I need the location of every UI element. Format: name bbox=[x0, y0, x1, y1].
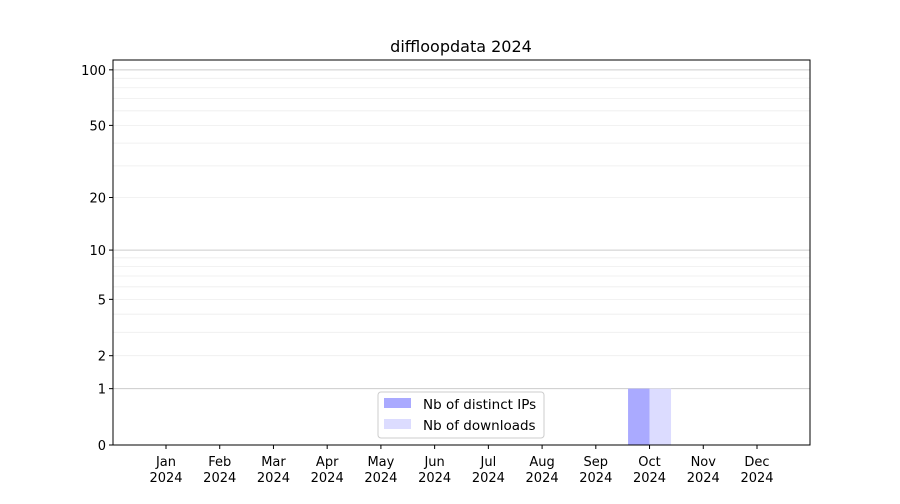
bars bbox=[628, 388, 672, 445]
legend: Nb of distinct IPs Nb of downloads bbox=[377, 391, 545, 439]
x-tick-label-year: 2024 bbox=[203, 471, 236, 486]
y-tick-label: 1 bbox=[98, 383, 106, 398]
bar-downloads bbox=[649, 388, 672, 445]
y-tick-label: 0 bbox=[98, 439, 106, 454]
x-tick-label-year: 2024 bbox=[311, 471, 344, 486]
grid bbox=[113, 69, 810, 390]
legend-box bbox=[377, 391, 545, 439]
x-tick-label-month: Apr bbox=[316, 455, 339, 470]
x-tick-label-month: Mar bbox=[261, 455, 286, 470]
y-tick-label: 2 bbox=[98, 350, 106, 365]
x-tick-label-year: 2024 bbox=[418, 471, 451, 486]
x-tick-label-month: Jun bbox=[423, 455, 444, 470]
x-tick-label-year: 2024 bbox=[472, 471, 505, 486]
y-tick-label: 10 bbox=[89, 244, 106, 259]
x-tick-label-month: Jul bbox=[480, 455, 497, 470]
x-tick-label-month: Nov bbox=[691, 455, 717, 470]
y-axis: 0 1 2 5 10 20 50 100 bbox=[81, 64, 113, 454]
x-tick-label-year: 2024 bbox=[526, 471, 559, 486]
x-tick-label-year: 2024 bbox=[149, 471, 182, 486]
chart-title: diffloopdata 2024 bbox=[390, 37, 532, 56]
bar-distinct-ips bbox=[628, 388, 650, 445]
x-tick-label-year: 2024 bbox=[633, 471, 666, 486]
x-tick-label-month: Dec bbox=[744, 455, 769, 470]
x-tick-label-year: 2024 bbox=[257, 471, 290, 486]
x-tick-label-month: Sep bbox=[584, 455, 609, 470]
x-tick-label-month: Oct bbox=[638, 455, 660, 470]
x-tick-label-month: Aug bbox=[529, 455, 554, 470]
y-tick-label: 20 bbox=[89, 192, 106, 207]
plot-frame bbox=[112, 59, 811, 446]
legend-label-downloads: Nb of downloads bbox=[423, 418, 536, 434]
x-tick-label-year: 2024 bbox=[740, 471, 773, 486]
x-tick-label-month: Feb bbox=[208, 455, 231, 470]
x-tick-label-month: Jan bbox=[155, 455, 176, 470]
x-tick-label-year: 2024 bbox=[579, 471, 612, 486]
legend-swatch-ips bbox=[384, 398, 411, 408]
x-tick-label-month: May bbox=[367, 455, 394, 470]
y-tick-label: 100 bbox=[81, 64, 106, 79]
y-tick-label: 5 bbox=[98, 293, 106, 308]
legend-label-ips: Nb of distinct IPs bbox=[423, 397, 536, 413]
x-tick-label-year: 2024 bbox=[687, 471, 720, 486]
x-tick-label-year: 2024 bbox=[364, 471, 397, 486]
y-tick-label: 50 bbox=[89, 119, 106, 134]
x-axis: Jan2024Feb2024Mar2024Apr2024May2024Jun20… bbox=[149, 445, 774, 486]
legend-swatch-downloads bbox=[384, 419, 411, 429]
